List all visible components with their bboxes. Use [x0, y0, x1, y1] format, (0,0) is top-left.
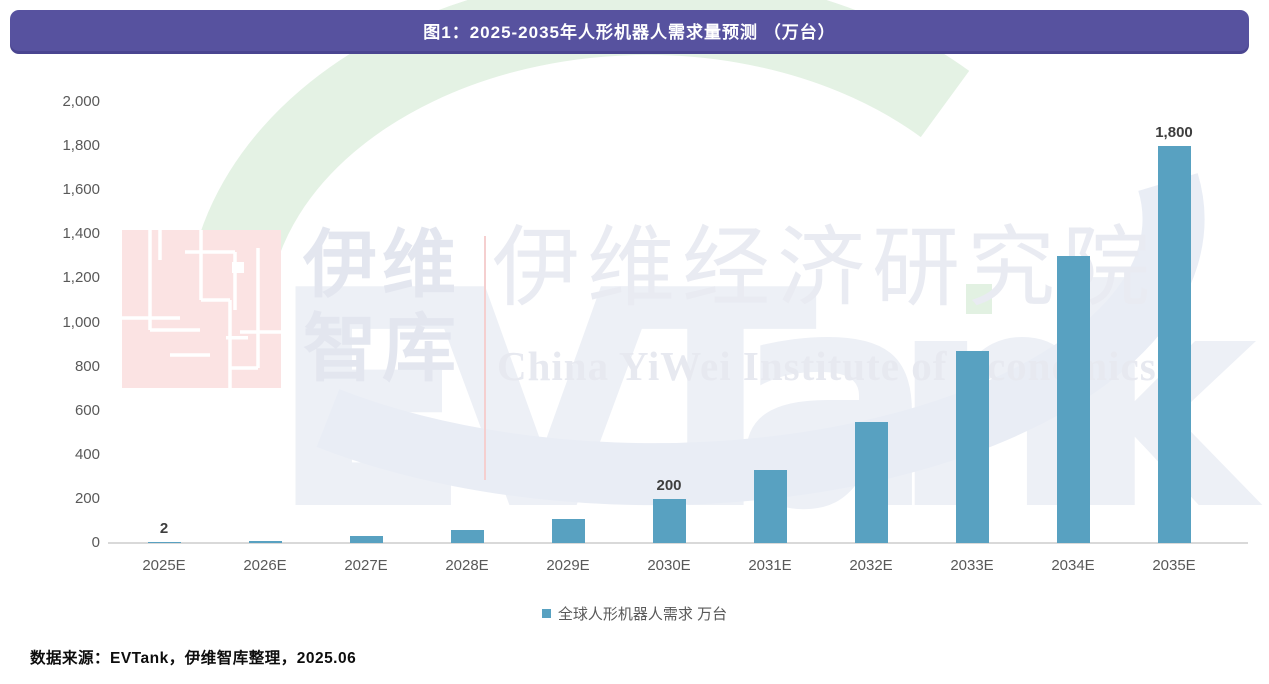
- y-tick-label: 800: [74, 357, 100, 375]
- y-tick-label: 1,200: [62, 269, 100, 287]
- y-tick-label: 0: [91, 534, 100, 551]
- bar-2028E: [450, 530, 484, 543]
- bar-value-label: 1,800: [1155, 124, 1193, 141]
- x-tick-label: 2030E: [647, 557, 691, 574]
- source-note: 数据来源：EVTank，伊维智库整理，2025.06: [30, 650, 357, 667]
- watermark-logo-line2: 智库: [303, 307, 461, 390]
- bar-2025E: [147, 542, 181, 543]
- x-tick-label: 2025E: [142, 557, 186, 574]
- chart-title: 图1：2025-2035年人形机器人需求量预测 （万台）: [423, 23, 836, 42]
- legend: 全球人形机器人需求 万台: [0, 603, 1269, 623]
- bar-2033E: [955, 351, 989, 543]
- y-tick-label: 1,000: [62, 313, 100, 331]
- bar-2031E: [753, 470, 787, 543]
- bar-value-label: 2: [159, 520, 169, 537]
- x-tick-label: 2034E: [1051, 557, 1095, 574]
- watermark-pink-logo: [122, 230, 281, 388]
- x-tick-label: 2032E: [849, 557, 893, 574]
- watermark-divider-line: [484, 236, 486, 480]
- y-tick-label: 2,000: [62, 93, 100, 110]
- bar-2029E: [551, 519, 585, 543]
- watermark-cn-text: 伊维经济研究院: [492, 221, 1158, 318]
- x-tick-label: 2035E: [1152, 557, 1196, 574]
- bar-2034E: [1056, 256, 1090, 543]
- y-tick-label: 1,800: [62, 137, 100, 155]
- y-tick-label: 1,400: [62, 225, 100, 243]
- x-tick-label: 2033E: [950, 557, 994, 574]
- legend-label: 全球人形机器人需求 万台: [557, 605, 728, 623]
- bar-2030E: [652, 499, 686, 543]
- y-tick-label: 200: [74, 489, 100, 507]
- bar-2035E: [1157, 146, 1191, 543]
- x-tick-label: 2027E: [344, 557, 388, 574]
- x-tick-label: 2029E: [546, 557, 590, 574]
- chart-title-bar: 图1：2025-2035年人形机器人需求量预测 （万台）: [10, 10, 1249, 51]
- legend-marker: [541, 608, 551, 618]
- bar-2032E: [854, 422, 888, 543]
- x-axis-line: [108, 542, 1248, 544]
- watermark-logo-line1: 伊维: [303, 223, 461, 306]
- x-tick-label: 2026E: [243, 557, 287, 574]
- x-tick-label: 2031E: [748, 557, 792, 574]
- y-tick-label: 600: [74, 401, 100, 419]
- bar-2027E: [349, 536, 383, 543]
- watermark-en-text: China YiWei Institute of Economics: [497, 343, 1157, 389]
- bar-2026E: [248, 541, 282, 543]
- watermark-green-fleck: [966, 284, 992, 314]
- x-tick-label: 2028E: [445, 557, 489, 574]
- bar-value-label: 200: [656, 477, 682, 494]
- y-tick-label: 400: [74, 445, 100, 463]
- y-tick-label: 1,600: [62, 181, 100, 199]
